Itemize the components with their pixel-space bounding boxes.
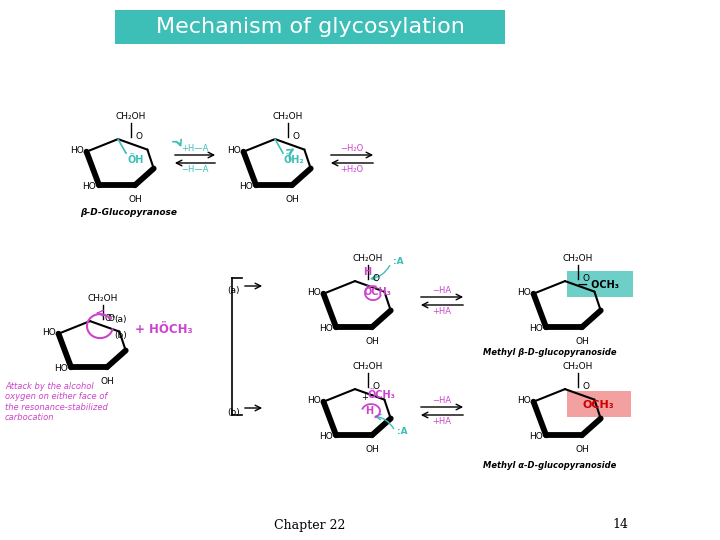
Text: −H₂O: −H₂O — [341, 144, 364, 153]
Text: +HA: +HA — [433, 417, 451, 426]
Text: HO: HO — [227, 146, 240, 155]
Text: H: H — [363, 267, 371, 277]
Text: CH₂OH: CH₂OH — [353, 362, 383, 371]
Text: −HA: −HA — [433, 286, 451, 295]
Text: H: H — [365, 406, 373, 416]
Text: β-D-Glucopyranose: β-D-Glucopyranose — [80, 208, 177, 217]
Text: (b): (b) — [114, 330, 127, 340]
Text: ..: .. — [124, 148, 128, 154]
Text: O: O — [292, 132, 300, 141]
Text: HO: HO — [54, 364, 68, 373]
Text: OH: OH — [576, 446, 590, 454]
Text: OH: OH — [366, 446, 379, 454]
Text: O: O — [107, 314, 114, 323]
Text: HO: HO — [82, 182, 96, 191]
Text: CH₂OH: CH₂OH — [115, 112, 146, 121]
FancyBboxPatch shape — [567, 271, 633, 297]
Text: OH: OH — [101, 377, 114, 386]
Text: (a): (a) — [114, 315, 127, 323]
Text: 14: 14 — [612, 518, 628, 531]
Text: Chapter 22: Chapter 22 — [274, 518, 346, 531]
Text: O: O — [582, 274, 589, 283]
Text: ÖH: ÖH — [128, 155, 145, 165]
Text: (a): (a) — [228, 287, 240, 295]
Text: HO: HO — [42, 328, 55, 337]
Text: HO: HO — [529, 324, 543, 333]
Text: CH₂OH: CH₂OH — [562, 362, 593, 371]
Text: (b): (b) — [228, 408, 240, 417]
Text: CH₂OH: CH₂OH — [353, 254, 383, 263]
Text: HO: HO — [517, 396, 531, 405]
Text: OH: OH — [129, 195, 143, 204]
Text: CH₂OH: CH₂OH — [272, 112, 303, 121]
Text: HO: HO — [70, 146, 84, 155]
Text: O: O — [372, 382, 379, 391]
Text: OH: OH — [576, 338, 590, 346]
Text: −HA: −HA — [433, 396, 451, 405]
Text: ÖCH₃: ÖCH₃ — [363, 287, 391, 297]
Text: :A: :A — [393, 256, 404, 266]
Text: ÖCH₃: ÖCH₃ — [367, 390, 395, 400]
Text: HO: HO — [320, 432, 333, 441]
Text: Attack by the alcohol
oxygen on either face of
the resonance-stabilized
carbocat: Attack by the alcohol oxygen on either f… — [5, 382, 108, 422]
Text: +H₂O: +H₂O — [341, 165, 364, 174]
Text: HO: HO — [307, 396, 320, 405]
Text: Methyl α-D-glucopyranoside: Methyl α-D-glucopyranoside — [483, 461, 616, 470]
Text: +: + — [361, 393, 368, 402]
Text: HO: HO — [307, 288, 320, 297]
Text: O: O — [135, 132, 142, 141]
Text: HO: HO — [239, 182, 253, 191]
Text: CH₂OH: CH₂OH — [88, 294, 118, 303]
FancyBboxPatch shape — [567, 391, 631, 417]
Text: +HA: +HA — [433, 307, 451, 316]
Text: :A: :A — [397, 427, 408, 436]
Text: OH: OH — [366, 338, 379, 346]
FancyBboxPatch shape — [115, 10, 505, 44]
Text: HO: HO — [517, 288, 531, 297]
Text: + HÖCH₃: + HÖCH₃ — [135, 322, 193, 335]
Text: OH: OH — [286, 195, 300, 204]
Text: O: O — [582, 382, 589, 391]
Text: O: O — [372, 274, 379, 283]
Text: ÖH₂: ÖH₂ — [284, 155, 305, 165]
Text: Mechanism of glycosylation: Mechanism of glycosylation — [156, 17, 464, 37]
Text: −H—A: −H—A — [181, 165, 209, 174]
Text: — OCH₃: — OCH₃ — [578, 280, 619, 290]
Text: CH₂OH: CH₂OH — [562, 254, 593, 263]
Text: HO: HO — [320, 324, 333, 333]
Text: +H—A: +H—A — [181, 144, 209, 153]
Text: O⁺: O⁺ — [105, 314, 117, 323]
Text: OCH₃: OCH₃ — [582, 400, 614, 410]
Text: Methyl β-D-glucopyranoside: Methyl β-D-glucopyranoside — [483, 348, 617, 357]
Text: HO: HO — [529, 432, 543, 441]
